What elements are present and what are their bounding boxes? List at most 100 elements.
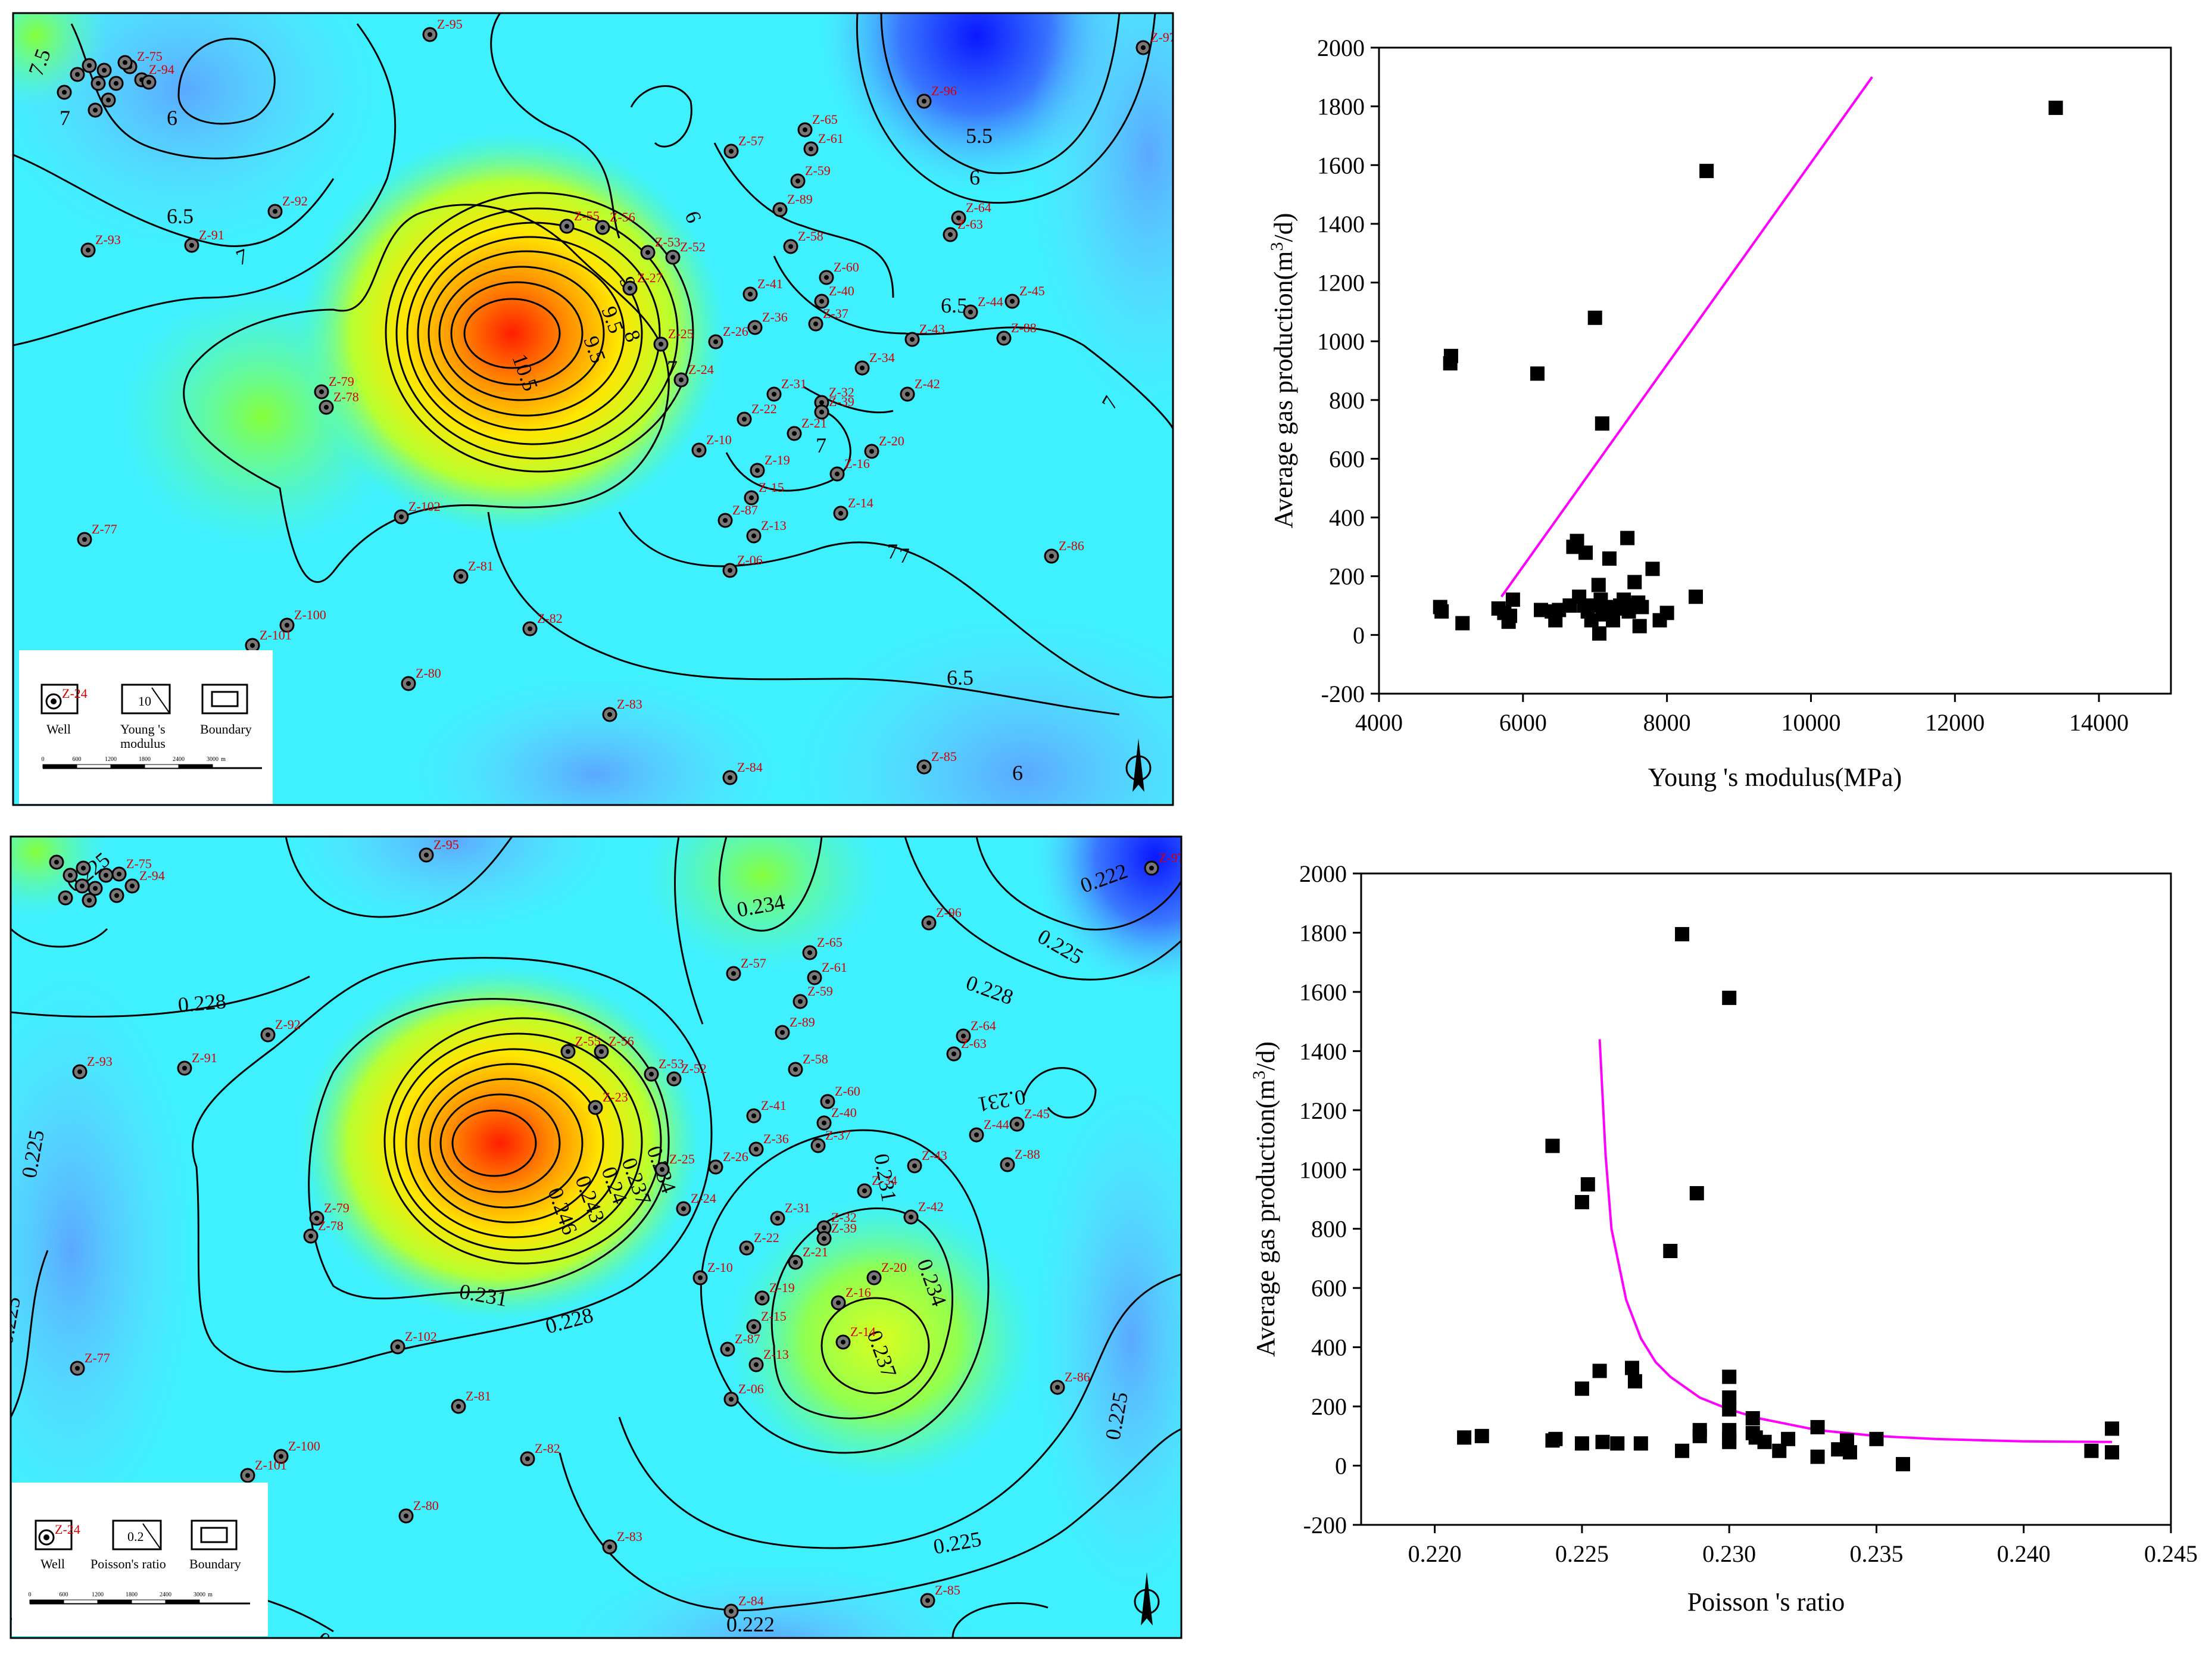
data-point bbox=[1530, 366, 1545, 381]
well-label: Z-64 bbox=[971, 1018, 996, 1033]
well-marker: Z-78 bbox=[319, 389, 359, 415]
well-label: Z-58 bbox=[798, 229, 823, 244]
well-marker: Z-95 bbox=[419, 837, 459, 863]
legend-value-label: Young 's modulus bbox=[120, 722, 166, 751]
scale-label: 2400 bbox=[173, 756, 185, 763]
contour-label: 0.222 bbox=[319, 1645, 373, 1663]
well-label: Z-19 bbox=[765, 453, 790, 467]
x-tick-label: 8000 bbox=[1643, 709, 1691, 736]
well-marker: Z-96 bbox=[916, 83, 957, 109]
y-tick-label: -200 bbox=[1321, 681, 1365, 707]
well-label: Z-97 bbox=[1150, 30, 1176, 45]
well-marker: Z-77 bbox=[70, 1350, 110, 1376]
well-label: Z-102 bbox=[405, 1329, 437, 1344]
well-marker: Z-34 bbox=[854, 350, 895, 376]
legend-well-sample: Z-24 bbox=[62, 686, 88, 701]
well-label: Z-43 bbox=[922, 1148, 947, 1163]
y-tick-label: 200 bbox=[1311, 1393, 1347, 1420]
legend-value-sample: 10 bbox=[138, 694, 151, 709]
y-axis-label: Average gas production(m3/d) bbox=[1249, 1041, 1280, 1357]
well-label: Z-55 bbox=[574, 208, 600, 223]
well-label: Z-10 bbox=[707, 1260, 733, 1275]
well-label: Z-80 bbox=[416, 666, 441, 681]
well-marker: Z-93 bbox=[72, 1054, 113, 1079]
data-point bbox=[1645, 561, 1660, 576]
data-point bbox=[2084, 1443, 2099, 1458]
well-marker: Z-45 bbox=[1009, 1106, 1050, 1132]
well-marker: Z-100 bbox=[279, 607, 326, 633]
well-label: Z-91 bbox=[192, 1050, 217, 1065]
well-marker: Z-81 bbox=[451, 1389, 491, 1414]
data-point bbox=[1591, 578, 1606, 592]
data-point bbox=[1722, 1369, 1737, 1384]
well-marker bbox=[91, 76, 106, 91]
contour-label: 7 bbox=[816, 433, 826, 457]
well-marker: Z-96 bbox=[921, 905, 962, 931]
well-marker: Z-102 bbox=[390, 1329, 437, 1355]
well-marker: Z-34 bbox=[857, 1173, 897, 1199]
y-tick-label: 200 bbox=[1329, 563, 1365, 590]
legend-well-label: Well bbox=[46, 722, 71, 737]
x-tick-label: 0.240 bbox=[1997, 1540, 2051, 1567]
legend-value-label: Poisson's ratio bbox=[91, 1556, 166, 1571]
well-label: Z-52 bbox=[681, 1061, 707, 1076]
contour-label: 7 bbox=[887, 539, 898, 563]
well-marker: Z-86 bbox=[1044, 538, 1084, 564]
well-label: Z-87 bbox=[735, 1331, 760, 1346]
well-marker: Z-58 bbox=[783, 229, 823, 254]
data-point bbox=[1633, 1436, 1648, 1451]
well-marker: Z-31 bbox=[766, 376, 807, 402]
well-label: Z-53 bbox=[659, 1056, 684, 1071]
well-marker bbox=[109, 888, 124, 903]
well-label: Z-88 bbox=[1011, 320, 1037, 335]
scale-label: 1800 bbox=[126, 1592, 138, 1598]
data-point bbox=[1675, 926, 1690, 941]
x-tick-label: 14000 bbox=[2069, 709, 2129, 736]
well-label: Z-34 bbox=[869, 350, 895, 365]
well-marker bbox=[101, 92, 116, 108]
scale-label: 1800 bbox=[139, 756, 151, 763]
well-marker: Z-43 bbox=[904, 322, 945, 347]
y-tick-label: 1200 bbox=[1317, 270, 1365, 297]
well-label: Z-57 bbox=[741, 956, 766, 971]
well-marker: Z-80 bbox=[398, 1498, 439, 1524]
well-label: Z-93 bbox=[95, 232, 121, 247]
well-label: Z-83 bbox=[617, 1529, 642, 1544]
well-label: Z-36 bbox=[762, 310, 788, 325]
well-marker: Z-91 bbox=[177, 1050, 217, 1076]
data-point bbox=[1534, 603, 1549, 617]
well-label: Z-06 bbox=[737, 553, 763, 567]
well-label: Z-20 bbox=[881, 1260, 907, 1275]
well-marker bbox=[74, 878, 90, 894]
data-point bbox=[1757, 1434, 1772, 1449]
well-label: Z-96 bbox=[931, 83, 957, 98]
well-label: Z-25 bbox=[668, 326, 694, 341]
well-label: Z-85 bbox=[931, 749, 957, 764]
data-point bbox=[1675, 1443, 1690, 1458]
well-marker: Z-82 bbox=[522, 611, 563, 637]
contour-label: 6 bbox=[1012, 761, 1023, 785]
well-marker: Z-32 bbox=[816, 1210, 857, 1235]
x-axis-label: Poisson 's ratio bbox=[1687, 1587, 1845, 1617]
well-marker: Z-27 bbox=[622, 270, 663, 296]
well-marker: Z-45 bbox=[1004, 283, 1045, 309]
well-label: Z-57 bbox=[738, 133, 764, 148]
x-tick-label: 0.230 bbox=[1702, 1540, 1756, 1567]
well-label: Z-75 bbox=[126, 856, 152, 871]
y-tick-label: 1600 bbox=[1317, 152, 1365, 179]
well-marker: Z-14 bbox=[835, 1324, 876, 1350]
well-label: Z-78 bbox=[333, 389, 359, 404]
well-marker: Z-77 bbox=[77, 522, 117, 547]
well-label: Z-21 bbox=[801, 416, 827, 430]
well-label: Z-59 bbox=[805, 163, 831, 178]
well-label: Z-13 bbox=[761, 518, 787, 533]
y-tick-label: 800 bbox=[1311, 1216, 1347, 1243]
well-marker: Z-32 bbox=[814, 385, 854, 410]
well-label: Z-79 bbox=[329, 374, 354, 389]
well-marker: Z-87 bbox=[717, 503, 758, 528]
well-marker: Z-64 bbox=[956, 1018, 996, 1044]
well-label: Z-101 bbox=[255, 1458, 287, 1472]
data-point bbox=[1722, 1434, 1737, 1449]
well-label: Z-89 bbox=[787, 192, 813, 207]
data-point bbox=[1574, 1381, 1589, 1396]
